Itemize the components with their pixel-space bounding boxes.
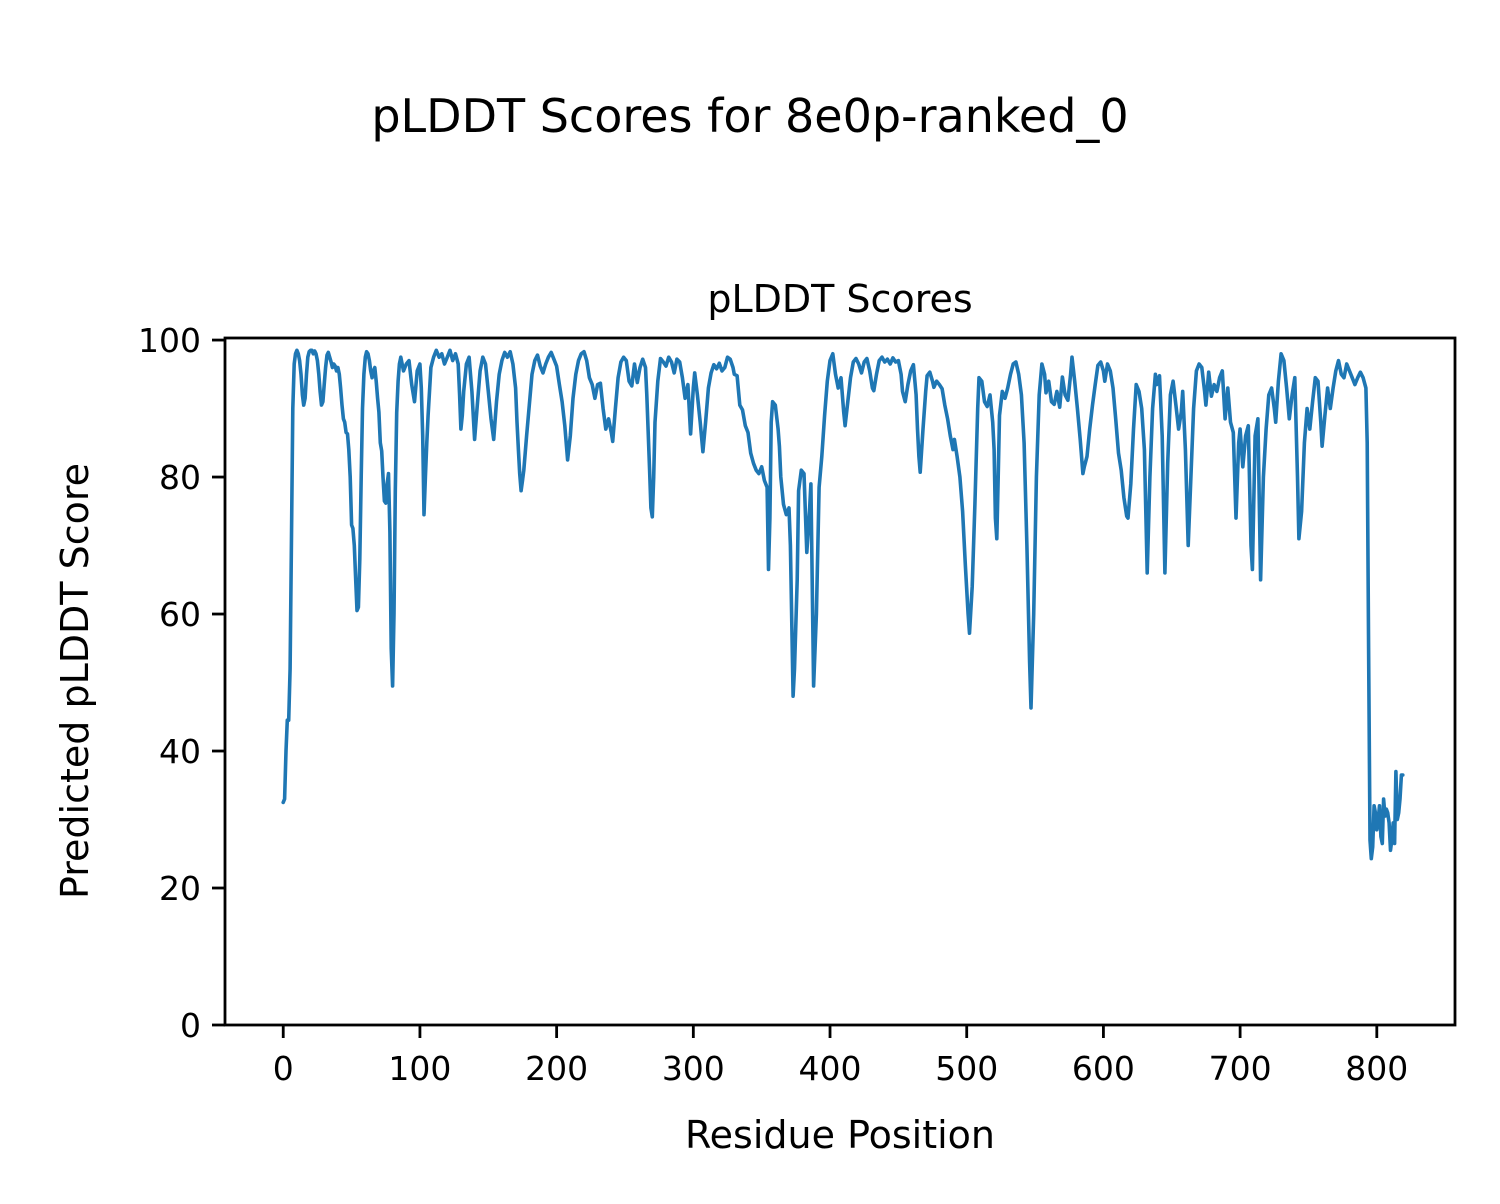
y-axis-ticks: 0 20 40 60 80 100 xyxy=(138,321,225,1045)
y-tick-label: 40 xyxy=(159,732,201,771)
x-tick-label: 300 xyxy=(662,1049,725,1088)
y-tick-label: 0 xyxy=(180,1006,201,1045)
y-tick-label: 20 xyxy=(159,869,201,908)
x-tick-label: 600 xyxy=(1072,1049,1135,1088)
x-tick-label: 500 xyxy=(935,1049,998,1088)
x-tick-label: 200 xyxy=(525,1049,588,1088)
y-axis-label: Predicted pLDDT Score xyxy=(53,463,97,899)
y-tick-label: 80 xyxy=(159,458,201,497)
axes-title: pLDDT Scores xyxy=(707,277,972,321)
figure-suptitle: pLDDT Scores for 8e0p-ranked_0 xyxy=(371,89,1128,143)
y-tick-label: 60 xyxy=(159,595,201,634)
x-tick-label: 700 xyxy=(1209,1049,1272,1088)
y-tick-label: 100 xyxy=(138,321,201,360)
x-tick-label: 100 xyxy=(388,1049,451,1088)
x-axis-label: Residue Position xyxy=(685,1113,995,1157)
axes-spines xyxy=(223,336,1457,1027)
x-tick-label: 800 xyxy=(1345,1049,1408,1088)
x-axis-ticks: 0 100 200 300 400 500 600 700 800 xyxy=(273,1025,1408,1088)
x-tick-label: 0 xyxy=(273,1049,294,1088)
x-tick-label: 400 xyxy=(799,1049,862,1088)
pldd-line-series xyxy=(281,348,1405,861)
